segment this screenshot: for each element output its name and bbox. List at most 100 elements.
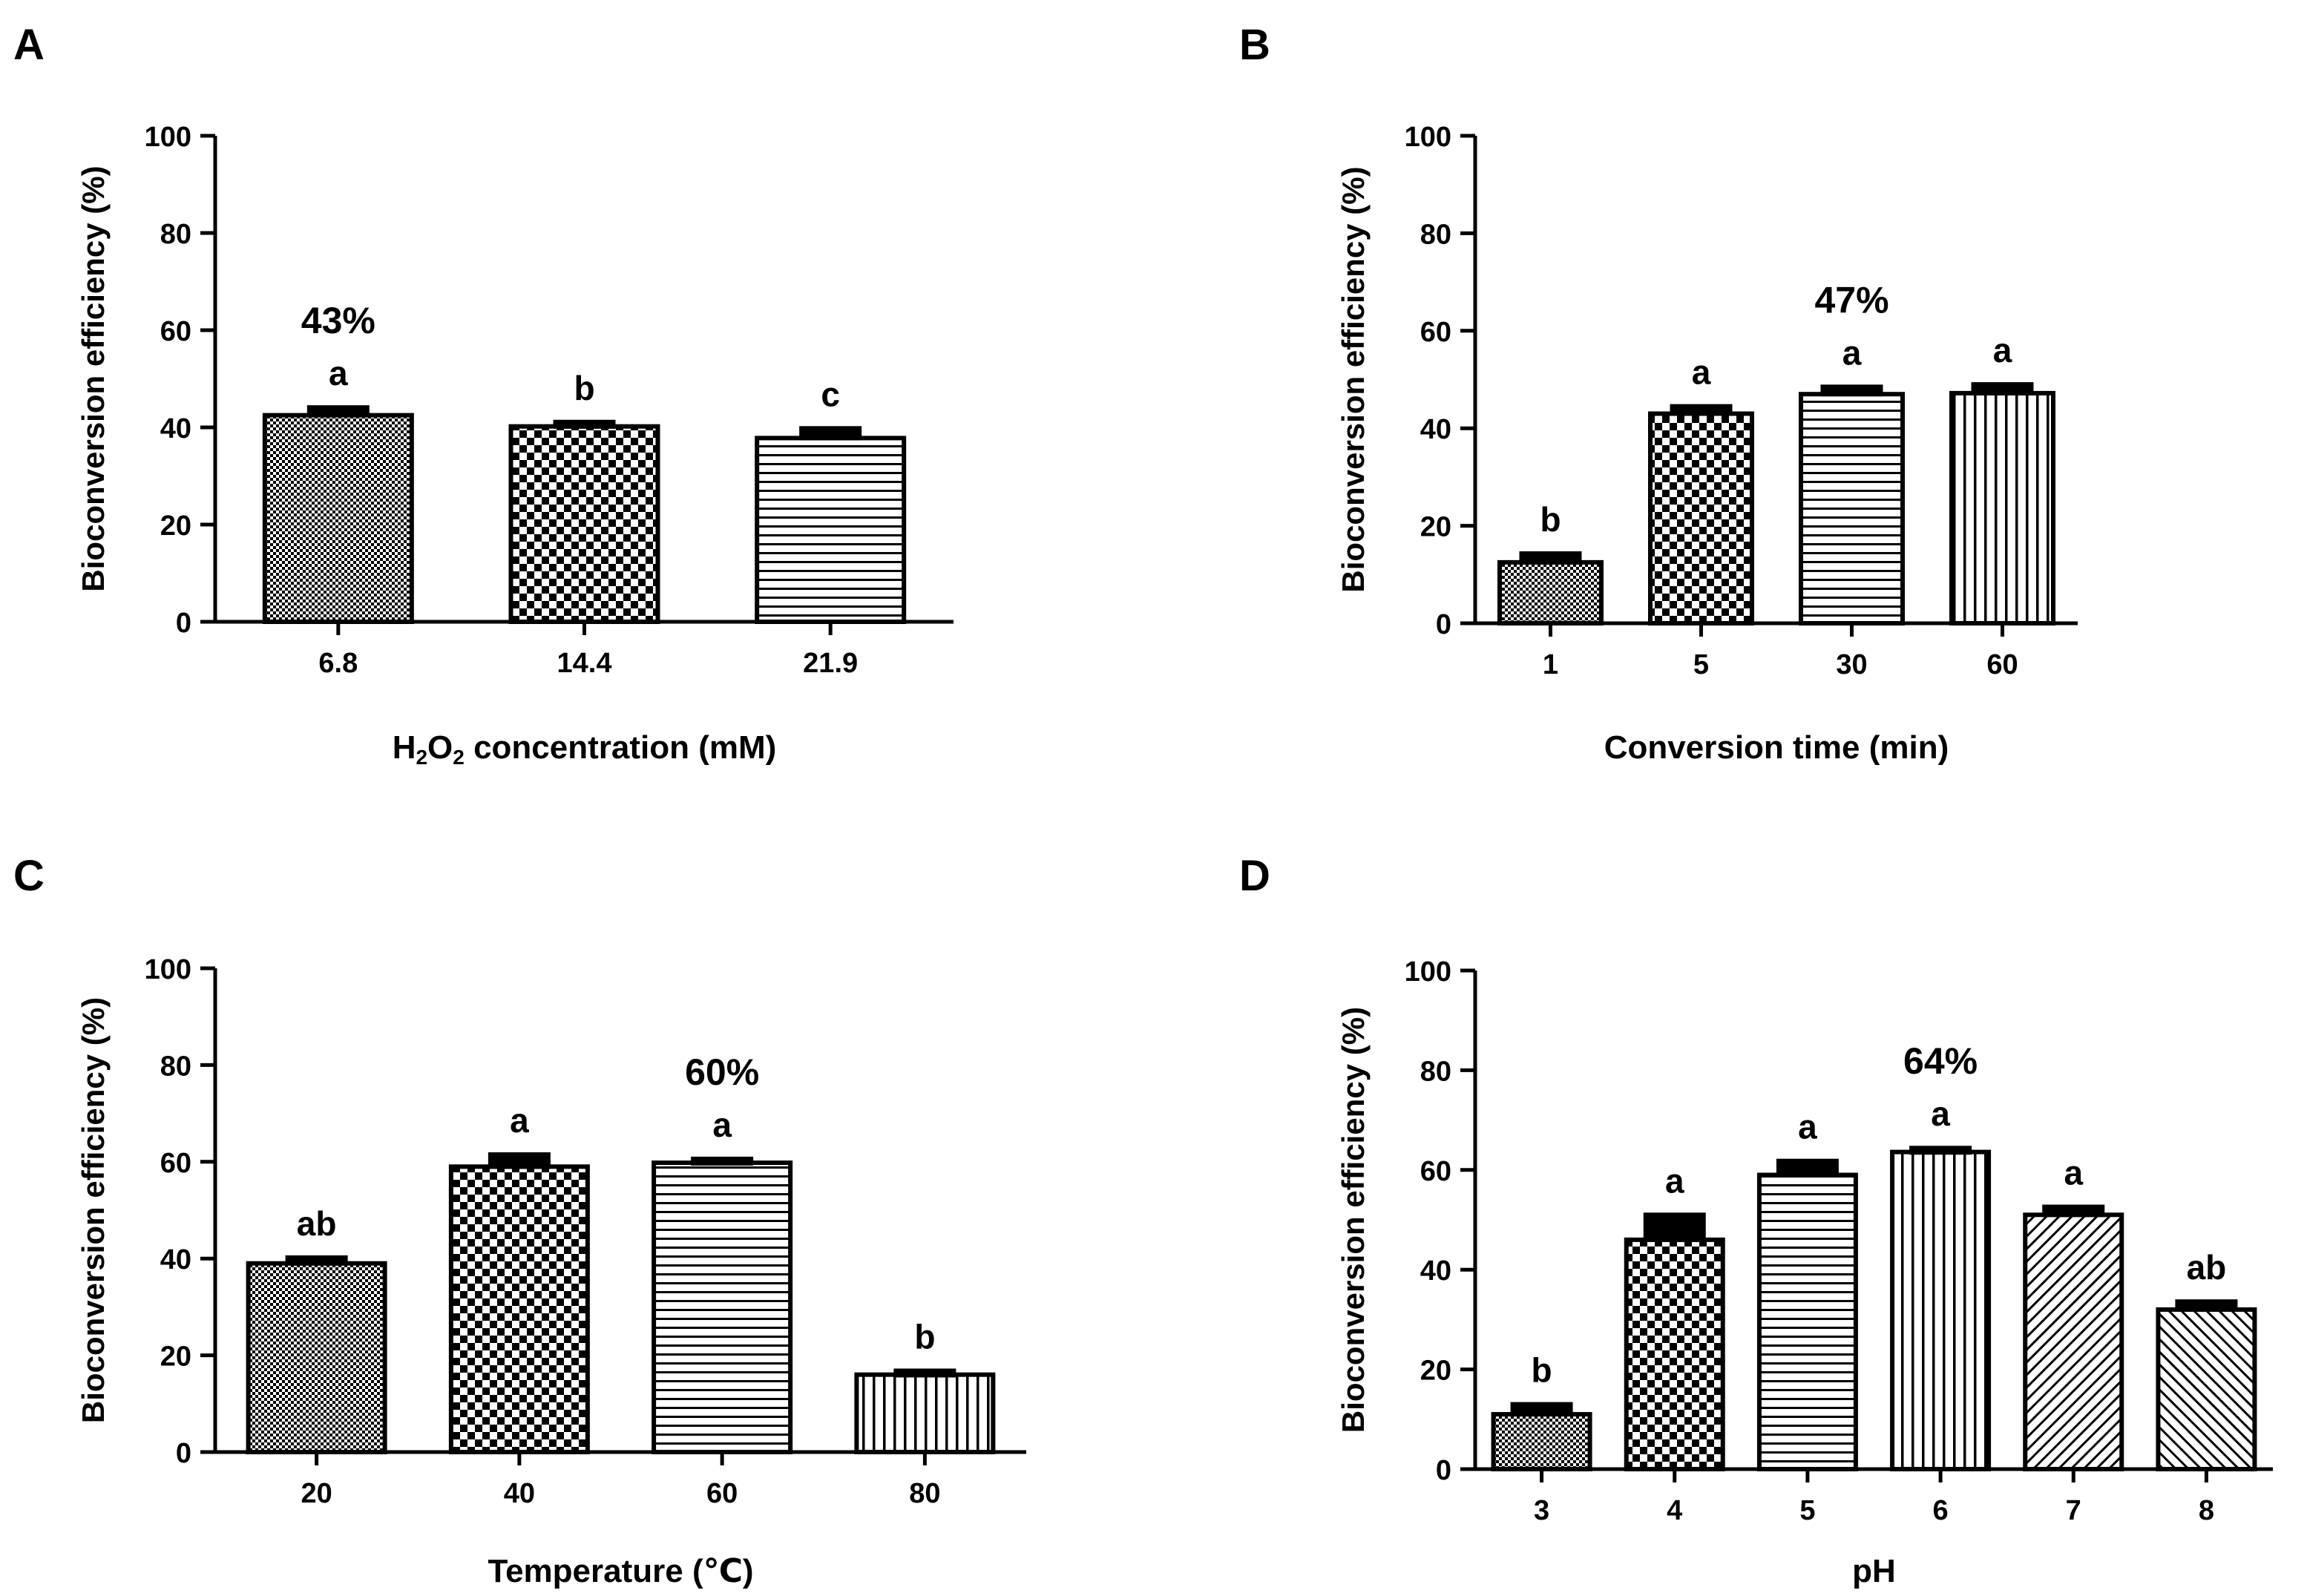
error-cap (691, 1156, 754, 1166)
y-tick-label: 100 (1405, 122, 1451, 153)
error-cap (893, 1368, 956, 1378)
x-tick-label: 30 (1836, 649, 1867, 680)
x-tick-label: 4 (1667, 1495, 1682, 1526)
error-cap (1820, 384, 1883, 397)
bar-60 (652, 1160, 793, 1454)
y-tick-label: 100 (145, 122, 191, 153)
significance-letter: a (1692, 353, 1711, 392)
significance-letter: a (1798, 1108, 1817, 1146)
bar-80 (854, 1372, 996, 1455)
y-tick-label: 60 (160, 1148, 191, 1179)
x-tick-label: 80 (909, 1478, 940, 1509)
error-cap (553, 419, 616, 429)
y-tick-label: 80 (1420, 219, 1451, 250)
y-tick-label: 60 (1420, 1156, 1451, 1187)
y-tick-label: 20 (1420, 512, 1451, 543)
highlight-annotation: 60% (685, 1051, 759, 1093)
x-tick-label: 40 (504, 1478, 535, 1509)
y-tick-label: 20 (160, 1342, 191, 1373)
error-cap (1643, 1212, 1706, 1242)
significance-letter: a (2064, 1154, 2083, 1192)
significance-letter: a (1665, 1161, 1684, 1200)
x-tick-label: 6.8 (318, 648, 358, 679)
significance-letter: a (510, 1101, 529, 1140)
y-tick-label: 0 (1436, 609, 1451, 640)
x-axis-title: H2O2 concentration (mM) (393, 729, 777, 769)
error-cap (2042, 1204, 2105, 1218)
significance-letter: a (1931, 1094, 1950, 1133)
x-tick-label: 8 (2199, 1495, 2214, 1526)
y-tick-label: 80 (160, 219, 191, 250)
bar-4 (1624, 1237, 1725, 1471)
y-tick-label: 40 (160, 413, 191, 444)
y-axis-title: Bioconversion efficiency (%) (1336, 166, 1371, 592)
panel-a: A 0 20 40 60 80 100 Bioconversion efficiency (%… (13, 21, 954, 769)
bar-14.4 (508, 424, 660, 624)
bar-21.9 (755, 436, 907, 624)
error-cap (2175, 1299, 2238, 1312)
error-cap (1909, 1146, 1972, 1155)
x-tick-label: 60 (1986, 649, 2018, 680)
y-tick-label: 80 (160, 1051, 191, 1082)
bar-60 (1949, 390, 2055, 625)
significance-letter: ab (2187, 1248, 2227, 1287)
error-cap (306, 405, 370, 418)
y-tick-label: 60 (160, 316, 191, 347)
bar-3 (1491, 1412, 1592, 1471)
bar-5 (1648, 411, 1754, 625)
y-tick-label: 0 (176, 608, 191, 639)
error-cap (1519, 551, 1582, 565)
error-cap (799, 426, 862, 441)
x-tick-label: 21.9 (803, 648, 858, 679)
panel-d: D 0 20 40 60 80 100 Bioconversion efficiency (%… (1239, 852, 2273, 1589)
y-tick-label: 40 (160, 1244, 191, 1275)
y-tick-label: 60 (1420, 317, 1451, 348)
y-tick-label: 0 (1436, 1455, 1451, 1486)
bar-6.8 (262, 413, 414, 624)
x-tick-label: 60 (706, 1478, 738, 1509)
bar-8 (2156, 1307, 2257, 1471)
error-cap (1510, 1402, 1573, 1417)
y-tick-label: 0 (176, 1438, 191, 1469)
y-axis-title: Bioconversion efficiency (%) (76, 997, 111, 1423)
error-cap (285, 1255, 348, 1266)
x-axis-title: pH (1852, 1553, 1896, 1589)
y-tick-label: 40 (1420, 414, 1451, 445)
panel-b: B 0 20 40 60 80 100 Bioconversion efficiency (%… (1239, 21, 2078, 766)
error-cap (488, 1152, 551, 1169)
panel-label: C (13, 852, 45, 900)
significance-letter: b (1540, 500, 1561, 539)
x-tick-label: 5 (1693, 649, 1709, 680)
x-tick-label: 1 (1543, 649, 1558, 680)
panel-c: C 0 20 40 60 80 100 Bioconversion efficiency (%… (13, 852, 1026, 1589)
significance-letter: a (1993, 331, 2012, 370)
significance-letter: ab (297, 1204, 337, 1243)
highlight-annotation: 47% (1814, 279, 1888, 321)
significance-letter: c (821, 375, 840, 413)
significance-letter: b (1532, 1351, 1552, 1390)
x-axis-title: Temperature (℃) (488, 1553, 753, 1589)
y-tick-label: 20 (160, 510, 191, 542)
bar-7 (2023, 1212, 2124, 1472)
panel-label: A (13, 21, 45, 69)
error-cap (1670, 404, 1733, 416)
highlight-annotation: 64% (1903, 1040, 1978, 1082)
bar-40 (448, 1164, 590, 1454)
significance-letter: a (329, 354, 348, 393)
x-tick-label: 7 (2066, 1495, 2081, 1526)
x-tick-label: 5 (1799, 1495, 1815, 1526)
highlight-annotation: 43% (301, 300, 375, 341)
y-axis-title: Bioconversion efficiency (%) (1336, 1007, 1371, 1433)
panel-label: D (1239, 852, 1270, 900)
bar-1 (1497, 559, 1604, 625)
significance-letter: b (914, 1317, 935, 1356)
bar-20 (246, 1261, 387, 1454)
x-tick-label: 14.4 (557, 648, 612, 679)
bar-5 (1756, 1172, 1858, 1472)
significance-letter: b (574, 369, 594, 407)
x-tick-label: 6 (1933, 1495, 1949, 1526)
error-cap (1971, 382, 2034, 395)
y-tick-label: 40 (1420, 1255, 1451, 1287)
y-tick-label: 100 (1405, 956, 1451, 988)
